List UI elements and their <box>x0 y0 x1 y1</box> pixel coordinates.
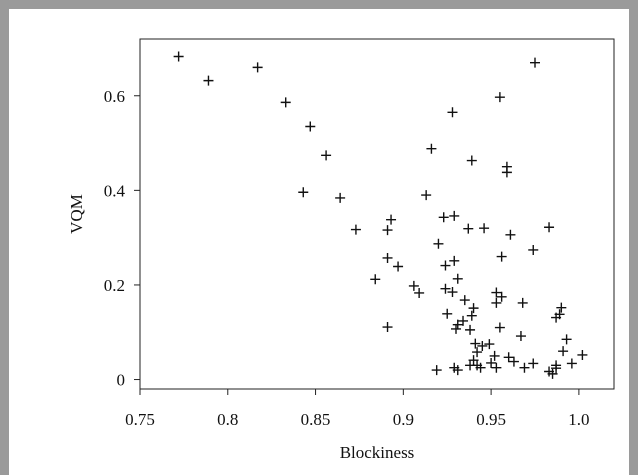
scatter-point <box>491 362 502 373</box>
scatter-point <box>561 334 572 345</box>
scatter-point <box>280 97 291 108</box>
scatter-point <box>449 210 460 221</box>
scatter-point <box>440 283 451 294</box>
x-tick-label: 1.0 <box>568 410 589 429</box>
scatter-point <box>519 362 530 373</box>
x-tick-label: 0.8 <box>217 410 238 429</box>
scatter-point <box>468 303 479 314</box>
scatter-point <box>431 365 442 376</box>
scatter-point <box>408 280 419 291</box>
scatter-point <box>496 291 507 302</box>
scatter-point <box>494 322 505 333</box>
scatter-point <box>447 107 458 118</box>
scatter-point <box>501 167 512 178</box>
scatter-point <box>442 308 453 319</box>
y-tick-label: 0.2 <box>104 276 125 295</box>
scatter-point <box>475 362 486 373</box>
scatter-point <box>433 238 444 249</box>
scatter-point <box>547 368 558 379</box>
scatter-point <box>530 57 540 68</box>
y-tick-label: 0.4 <box>104 181 126 200</box>
scatter-point <box>566 358 577 369</box>
scatter-point <box>370 274 381 285</box>
y-tick-label: 0 <box>117 371 126 390</box>
x-tick-label: 0.9 <box>393 410 414 429</box>
y-axis-title: VQM <box>67 194 86 234</box>
scatter-point <box>382 225 393 236</box>
scatter-point <box>479 223 490 234</box>
scatter-point <box>451 323 461 334</box>
scatter-point <box>466 310 477 321</box>
scatter-point <box>489 350 500 361</box>
x-axis-title: Blockiness <box>340 443 415 462</box>
scatter-point <box>491 297 502 308</box>
scatter-point <box>459 295 470 306</box>
scatter-point <box>505 229 516 240</box>
scatter-point <box>438 212 449 223</box>
scatter-point <box>298 187 309 198</box>
y-axis-ticks: 0 0.2 0.4 0.6 <box>104 87 140 390</box>
scatter-point <box>556 302 567 313</box>
scatter-point <box>484 339 495 350</box>
scatter-point <box>382 252 393 263</box>
scatter-point <box>452 319 463 330</box>
scatter-point <box>486 357 497 368</box>
scatter-point <box>477 340 488 351</box>
scatter-point <box>203 75 214 86</box>
data-points <box>173 51 588 379</box>
scatter-point <box>466 155 477 166</box>
scatter-point <box>472 347 483 358</box>
scatter-point <box>386 214 397 225</box>
scatter-point <box>491 287 502 298</box>
scatter-point <box>447 287 458 298</box>
scatter-point <box>452 365 463 376</box>
scatter-point <box>494 92 505 103</box>
scatter-point <box>173 51 184 62</box>
scatter-point <box>449 255 460 266</box>
scatter-point <box>517 297 528 308</box>
x-tick-label: 0.95 <box>476 410 506 429</box>
scatter-point <box>321 150 332 161</box>
scatter-point <box>528 244 539 255</box>
scatter-point <box>350 224 361 235</box>
x-tick-label: 0.85 <box>301 410 331 429</box>
scatter-point <box>421 190 432 201</box>
scatter-point <box>503 352 514 363</box>
scatter-point <box>528 358 539 369</box>
scatter-point <box>305 121 316 132</box>
scatter-point <box>393 261 404 272</box>
scatter-point <box>544 222 555 233</box>
plot-area <box>139 38 615 390</box>
scatter-point <box>414 287 425 298</box>
scatter-point <box>496 251 507 262</box>
scatter-point <box>452 273 463 284</box>
scatter-point <box>470 338 481 349</box>
scatter-point <box>335 192 346 203</box>
scatter-point <box>468 355 479 366</box>
scatter-point <box>382 322 393 333</box>
scatter-point <box>252 62 263 73</box>
y-tick-label: 0.6 <box>104 87 125 106</box>
x-tick-label: 0.75 <box>125 410 155 429</box>
scatter-point <box>465 324 476 335</box>
scatter-point <box>463 223 474 234</box>
scatter-point <box>508 356 519 367</box>
scatter-point <box>558 346 569 357</box>
scatter-point <box>426 143 437 154</box>
scatter-point <box>515 331 526 342</box>
scatter-point <box>440 260 451 271</box>
scatter-point <box>551 360 562 371</box>
scatter-point <box>458 315 469 326</box>
scatter-point <box>554 309 565 320</box>
scatter-point <box>577 349 588 360</box>
x-axis-ticks: 0.75 0.8 0.85 0.9 0.95 1.0 <box>125 389 590 429</box>
